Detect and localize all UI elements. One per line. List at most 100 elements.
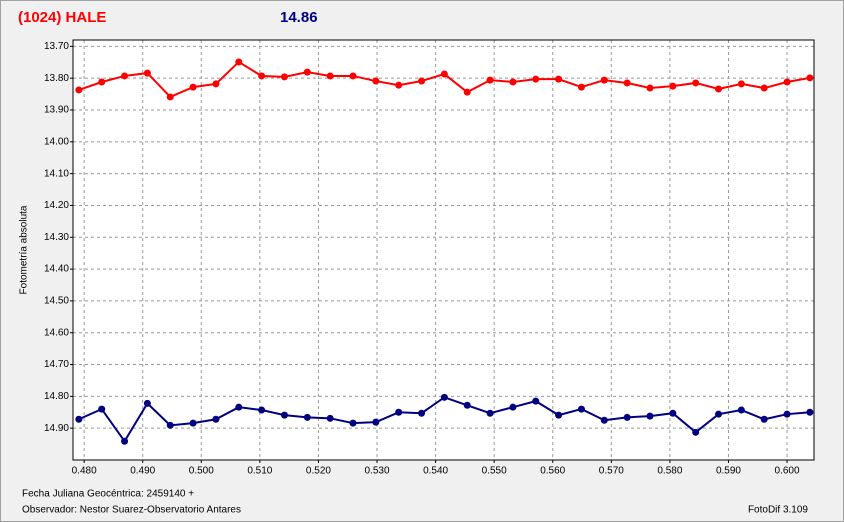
x-tick-label: 0.530 xyxy=(364,466,389,477)
data-point xyxy=(98,78,106,86)
data-point xyxy=(121,72,129,80)
data-point xyxy=(555,75,563,83)
data-point xyxy=(98,405,106,413)
software: FotoDif 3.109 xyxy=(748,505,808,516)
y-tick-label: 14.30 xyxy=(44,232,69,243)
data-point xyxy=(418,409,426,417)
data-point xyxy=(258,72,266,80)
data-point xyxy=(760,84,768,92)
data-point xyxy=(395,408,403,416)
data-point xyxy=(75,86,83,94)
data-point xyxy=(669,409,677,417)
x-tick-label: 0.560 xyxy=(540,466,565,477)
data-point xyxy=(692,428,700,436)
data-point xyxy=(189,419,197,427)
data-point xyxy=(486,409,494,417)
data-point xyxy=(189,83,197,91)
data-point xyxy=(783,78,791,86)
data-point xyxy=(349,419,357,427)
x-axis-label: Fecha Juliana Geocéntrica: 2459140 + xyxy=(22,489,194,500)
data-point xyxy=(463,401,471,409)
data-point xyxy=(669,82,677,90)
data-point xyxy=(212,415,220,423)
chart-title: (1024) HALE xyxy=(18,9,106,26)
y-tick-label: 14.90 xyxy=(44,423,69,434)
data-point xyxy=(692,79,700,87)
data-point xyxy=(532,397,540,405)
data-point xyxy=(737,406,745,414)
data-point xyxy=(646,412,654,420)
y-tick-label: 14.60 xyxy=(44,327,69,338)
data-point xyxy=(600,416,608,424)
data-point xyxy=(235,403,243,411)
data-point xyxy=(646,84,654,92)
observer: Observador: Nestor Suarez-Observatorio A… xyxy=(22,505,241,516)
x-tick-label: 0.550 xyxy=(482,466,507,477)
data-point xyxy=(75,415,83,423)
magnitude: 14.86 xyxy=(280,9,318,26)
plot-area xyxy=(73,40,814,460)
y-axis-label: Fotometría absoluta xyxy=(19,205,30,294)
x-tick-label: 0.580 xyxy=(657,466,682,477)
data-point xyxy=(760,415,768,423)
data-point xyxy=(440,393,448,401)
y-tick-label: 14.40 xyxy=(44,264,69,275)
data-point xyxy=(372,77,380,85)
y-tick-label: 14.50 xyxy=(44,296,69,307)
x-tick-label: 0.500 xyxy=(189,466,214,477)
y-tick-label: 13.90 xyxy=(44,105,69,116)
x-tick-label: 0.480 xyxy=(72,466,97,477)
data-point xyxy=(532,75,540,83)
data-point xyxy=(440,70,448,78)
data-point xyxy=(418,77,426,85)
data-point xyxy=(737,80,745,88)
y-tick-label: 14.20 xyxy=(44,200,69,211)
x-tick-label: 0.570 xyxy=(599,466,624,477)
data-point xyxy=(349,72,357,80)
x-tick-label: 0.590 xyxy=(716,466,741,477)
data-point xyxy=(715,410,723,418)
plot-frame xyxy=(72,39,815,461)
data-point xyxy=(280,411,288,419)
x-tick-label: 0.600 xyxy=(775,466,800,477)
data-point xyxy=(555,411,563,419)
y-tick-label: 14.70 xyxy=(44,359,69,370)
data-point xyxy=(372,418,380,426)
data-point xyxy=(509,78,517,86)
data-point xyxy=(395,81,403,89)
data-point xyxy=(258,406,266,414)
data-point xyxy=(715,85,723,93)
data-point xyxy=(783,410,791,418)
data-point xyxy=(143,399,151,407)
y-tick-label: 14.10 xyxy=(44,168,69,179)
data-point xyxy=(166,93,174,101)
data-point xyxy=(303,413,311,421)
x-tick-label: 0.510 xyxy=(247,466,272,477)
data-point xyxy=(166,421,174,429)
data-point xyxy=(623,413,631,421)
data-point xyxy=(463,88,471,96)
data-point xyxy=(600,76,608,84)
data-point xyxy=(806,408,814,416)
data-point xyxy=(623,79,631,87)
y-tick-label: 13.80 xyxy=(44,73,69,84)
y-tick-label: 14.80 xyxy=(44,391,69,402)
data-point xyxy=(486,76,494,84)
data-point xyxy=(326,414,334,422)
data-point xyxy=(303,68,311,76)
data-point xyxy=(806,74,814,82)
data-point xyxy=(509,403,517,411)
x-tick-label: 0.490 xyxy=(130,466,155,477)
data-point xyxy=(577,405,585,413)
data-point xyxy=(235,58,243,66)
x-tick-label: 0.540 xyxy=(423,466,448,477)
y-tick-label: 13.70 xyxy=(44,41,69,52)
data-point xyxy=(212,80,220,88)
data-point xyxy=(121,437,129,445)
y-tick-label: 14.00 xyxy=(44,136,69,147)
data-point xyxy=(280,73,288,81)
data-point xyxy=(143,69,151,77)
data-point xyxy=(326,72,334,80)
data-point xyxy=(577,83,585,91)
